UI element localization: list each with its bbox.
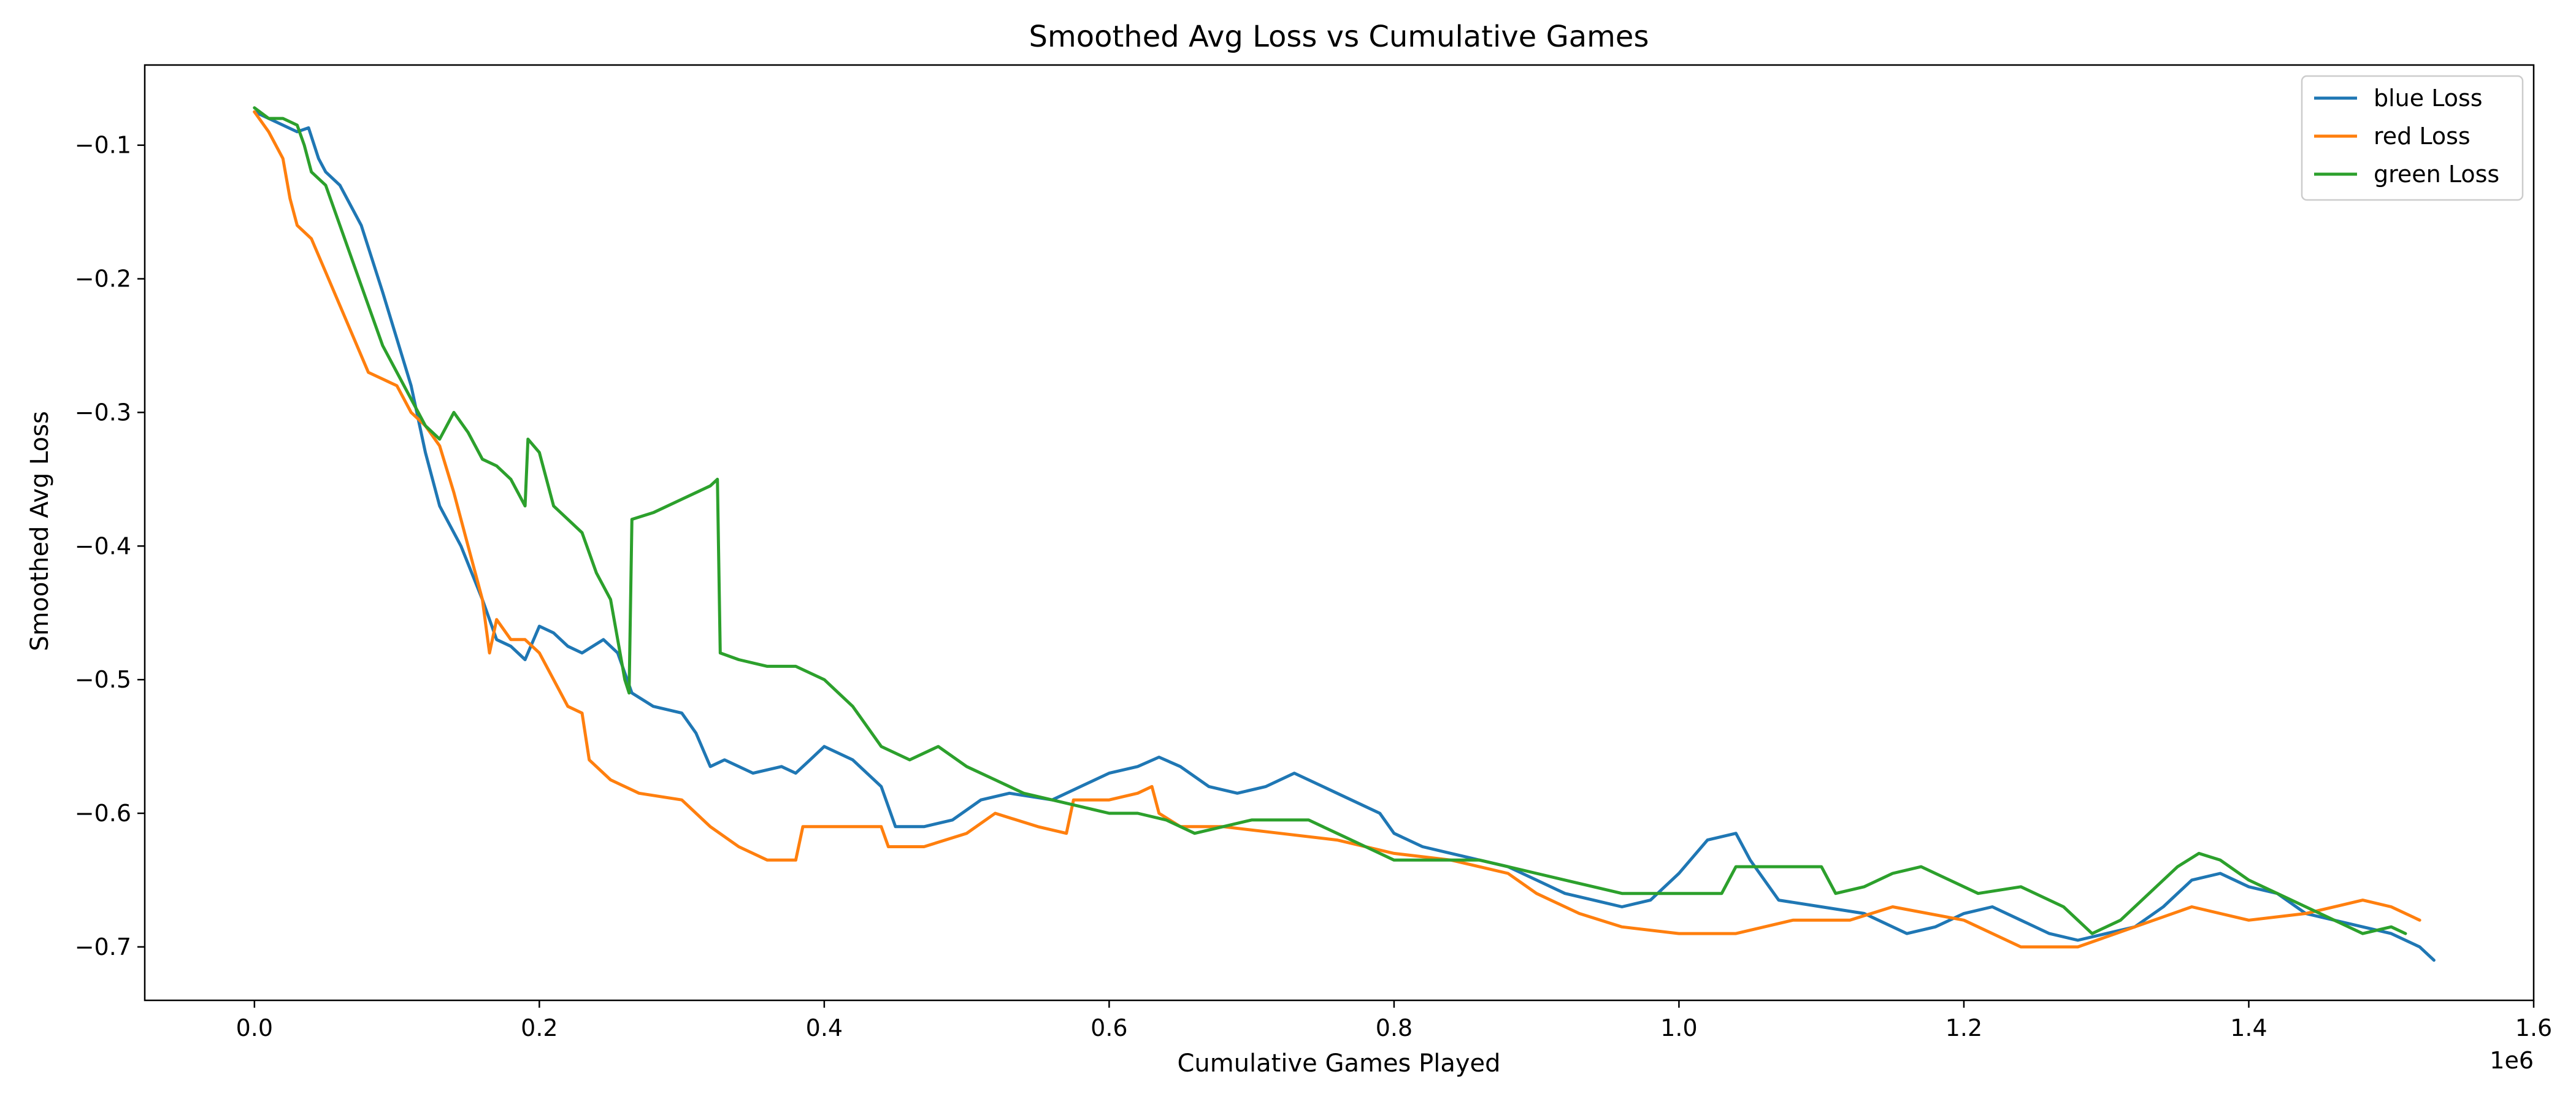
x-tick-label: 1.0 (1660, 1014, 1697, 1041)
y-axis-label: Smoothed Avg Loss (26, 411, 54, 651)
legend-label: red Loss (2374, 123, 2471, 150)
x-tick-label: 0.2 (521, 1014, 558, 1041)
x-tick-label: 0.4 (806, 1014, 843, 1041)
series-line-2 (253, 106, 2407, 935)
x-axis-label: Cumulative Games Played (1177, 1049, 1500, 1078)
y-tick-label: −0.5 (75, 666, 131, 693)
legend-label: blue Loss (2374, 85, 2483, 112)
y-tick-label: −0.2 (75, 266, 131, 293)
y-axis-ticks: −0.1 −0.2 −0.3 −0.4 −0.5 −0.6 −0.7 (75, 132, 145, 960)
x-tick-label: 0.6 (1091, 1014, 1127, 1041)
y-tick-label: −0.7 (75, 933, 131, 960)
x-tick-label: 1.2 (1945, 1014, 1982, 1041)
x-tick-label: 1.4 (2230, 1014, 2267, 1041)
series-layer (253, 106, 2436, 962)
plot-frame (144, 64, 2535, 1002)
y-tick-label: −0.4 (75, 532, 131, 559)
x-tick-label: 0.0 (236, 1014, 273, 1041)
legend-label: green Loss (2374, 161, 2499, 188)
legend-box (2301, 75, 2524, 201)
y-tick-label: −0.1 (75, 132, 131, 159)
legend: blue Loss red Loss green Loss (2301, 75, 2524, 201)
x-axis-ticks: 0.0 0.2 0.4 0.6 0.8 1.0 1.2 1.4 1.6 (236, 1000, 2552, 1041)
legend-entries: blue Loss red Loss green Loss (2314, 85, 2499, 188)
y-tick-label: −0.3 (75, 399, 131, 426)
chart-title: Smoothed Avg Loss vs Cumulative Games (1029, 20, 1649, 54)
series-line-0 (253, 110, 2436, 962)
series-line-1 (253, 110, 2421, 949)
x-tick-label: 1.6 (2515, 1014, 2552, 1041)
x-axis-scale-multiplier: 1e6 (2490, 1047, 2534, 1074)
y-tick-label: −0.6 (75, 800, 131, 827)
x-tick-label: 0.8 (1376, 1014, 1413, 1041)
